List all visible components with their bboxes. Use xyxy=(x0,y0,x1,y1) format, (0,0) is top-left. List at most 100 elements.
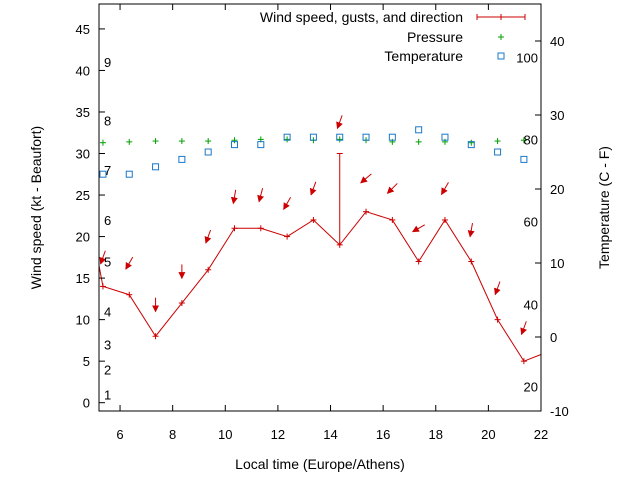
wind-direction-arrow xyxy=(520,321,527,336)
temperature-point xyxy=(204,148,212,156)
temperature-point xyxy=(152,163,160,171)
x-tick-label: 14 xyxy=(323,427,337,442)
wind-speed-point xyxy=(99,283,106,290)
pressure-point xyxy=(231,137,238,144)
pressure-point xyxy=(468,139,475,146)
y-tick-label: 25 xyxy=(76,188,90,203)
wind-direction-arrow xyxy=(204,229,212,244)
x-tick-label: 18 xyxy=(429,427,443,442)
beaufort-label: 6 xyxy=(104,213,111,228)
legend-label: Pressure xyxy=(407,29,463,45)
wind-direction-arrow xyxy=(386,183,398,194)
fahrenheit-label: 60 xyxy=(524,215,538,230)
wind-speed-point xyxy=(389,216,396,223)
fahrenheit-label: 100 xyxy=(516,50,538,65)
beaufort-label: 3 xyxy=(104,338,111,353)
pressure-point xyxy=(336,136,343,143)
beaufort-label: 7 xyxy=(104,163,111,178)
y2-axis-title: Temperature (C - F) xyxy=(596,146,612,269)
wind-direction-arrow xyxy=(336,115,343,130)
temperature-point xyxy=(99,170,107,178)
pressure-point xyxy=(126,138,133,145)
y-tick-label: 45 xyxy=(76,22,90,37)
x-tick-label: 20 xyxy=(481,427,495,442)
pressure-point xyxy=(99,139,106,146)
x-tick-label: 6 xyxy=(116,427,123,442)
legend-swatch-plus xyxy=(498,34,504,40)
temperature-point xyxy=(441,133,449,141)
wind-direction-arrow xyxy=(360,173,372,184)
pressure-point xyxy=(415,138,422,145)
x-tick-label: 22 xyxy=(534,427,548,442)
fahrenheit-label: 80 xyxy=(524,132,538,147)
wind-speed-point xyxy=(310,216,317,223)
x-tick-label: 16 xyxy=(376,427,390,442)
pressure-point xyxy=(520,137,527,144)
temperature-point xyxy=(494,148,502,156)
wind-speed-point xyxy=(441,216,448,223)
y-tick-label: 20 xyxy=(76,230,90,245)
wind-speed-point xyxy=(257,225,264,232)
temperature-point xyxy=(257,141,265,149)
wind-speed-point xyxy=(415,258,422,265)
temperature-point xyxy=(336,133,344,141)
wind-direction-arrow xyxy=(230,189,238,205)
wind-direction-arrow xyxy=(411,224,425,233)
legend-label: Wind speed, gusts, and direction xyxy=(260,9,463,25)
x-tick-label: 10 xyxy=(218,427,232,442)
y2-tick-label: 20 xyxy=(550,182,564,197)
temperature-point xyxy=(362,133,370,141)
wind-direction-arrow xyxy=(494,281,501,296)
y-tick-label: 5 xyxy=(83,354,90,369)
beaufort-label: 5 xyxy=(104,254,111,269)
wind-speed-point xyxy=(468,258,475,265)
y2-tick-label: 30 xyxy=(550,108,564,123)
y2-tick-label: 40 xyxy=(550,34,564,49)
pressure-point xyxy=(178,138,185,145)
temperature-point xyxy=(520,155,528,163)
temperature-point xyxy=(283,133,291,141)
beaufort-label: 9 xyxy=(104,55,111,70)
legend-swatch-point xyxy=(498,14,504,20)
temperature-point xyxy=(309,133,317,141)
beaufort-label: 1 xyxy=(104,387,111,402)
pressure-point xyxy=(152,138,159,145)
wind-speed-point xyxy=(126,291,133,298)
wind-direction-arrow xyxy=(125,256,134,270)
wind-speed-point xyxy=(494,316,501,323)
y2-tick-label: 0 xyxy=(550,330,557,345)
beaufort-label: 2 xyxy=(104,362,111,377)
wind-direction-arrow xyxy=(467,222,475,238)
wind-speed-point xyxy=(520,358,527,365)
pressure-point xyxy=(205,138,212,145)
temperature-point xyxy=(388,133,396,141)
wind-direction-arrow xyxy=(99,250,106,265)
axes-layer: 6 8 10 12 14 16 18 20 22051015202530354045-10010… xyxy=(76,4,569,442)
plot-frame xyxy=(98,3,542,412)
wind-direction-arrow xyxy=(283,197,292,211)
y2-tick-label: 10 xyxy=(550,256,564,271)
x-tick-label: 12 xyxy=(271,427,285,442)
temperature-point xyxy=(467,141,475,149)
pressure-point xyxy=(494,138,501,145)
wind-direction-arrow xyxy=(441,182,449,196)
y-tick-label: 30 xyxy=(76,147,90,162)
y2-tick-label: -10 xyxy=(550,404,569,419)
beaufort-label: 4 xyxy=(104,304,111,319)
x-axis-title: Local time (Europe/Athens) xyxy=(235,456,405,472)
fahrenheit-label: 40 xyxy=(524,297,538,312)
wind-direction-arrow xyxy=(257,188,265,203)
y-tick-label: 10 xyxy=(76,313,90,328)
y-tick-label: 40 xyxy=(76,63,90,78)
fahrenheit-label: 20 xyxy=(524,380,538,395)
pressure-point xyxy=(284,136,291,143)
legend-label: Temperature xyxy=(384,48,463,64)
y-axis-title: Wind speed (kt - Beaufort) xyxy=(28,126,44,289)
x-tick-label: 8 xyxy=(169,427,176,442)
wind-speed-point xyxy=(152,333,159,340)
series-layer xyxy=(98,115,542,365)
wind-speed-point xyxy=(363,208,370,215)
y-tick-label: 35 xyxy=(76,105,90,120)
legend: Wind speed, gusts, and direction Pressure… xyxy=(260,9,526,64)
